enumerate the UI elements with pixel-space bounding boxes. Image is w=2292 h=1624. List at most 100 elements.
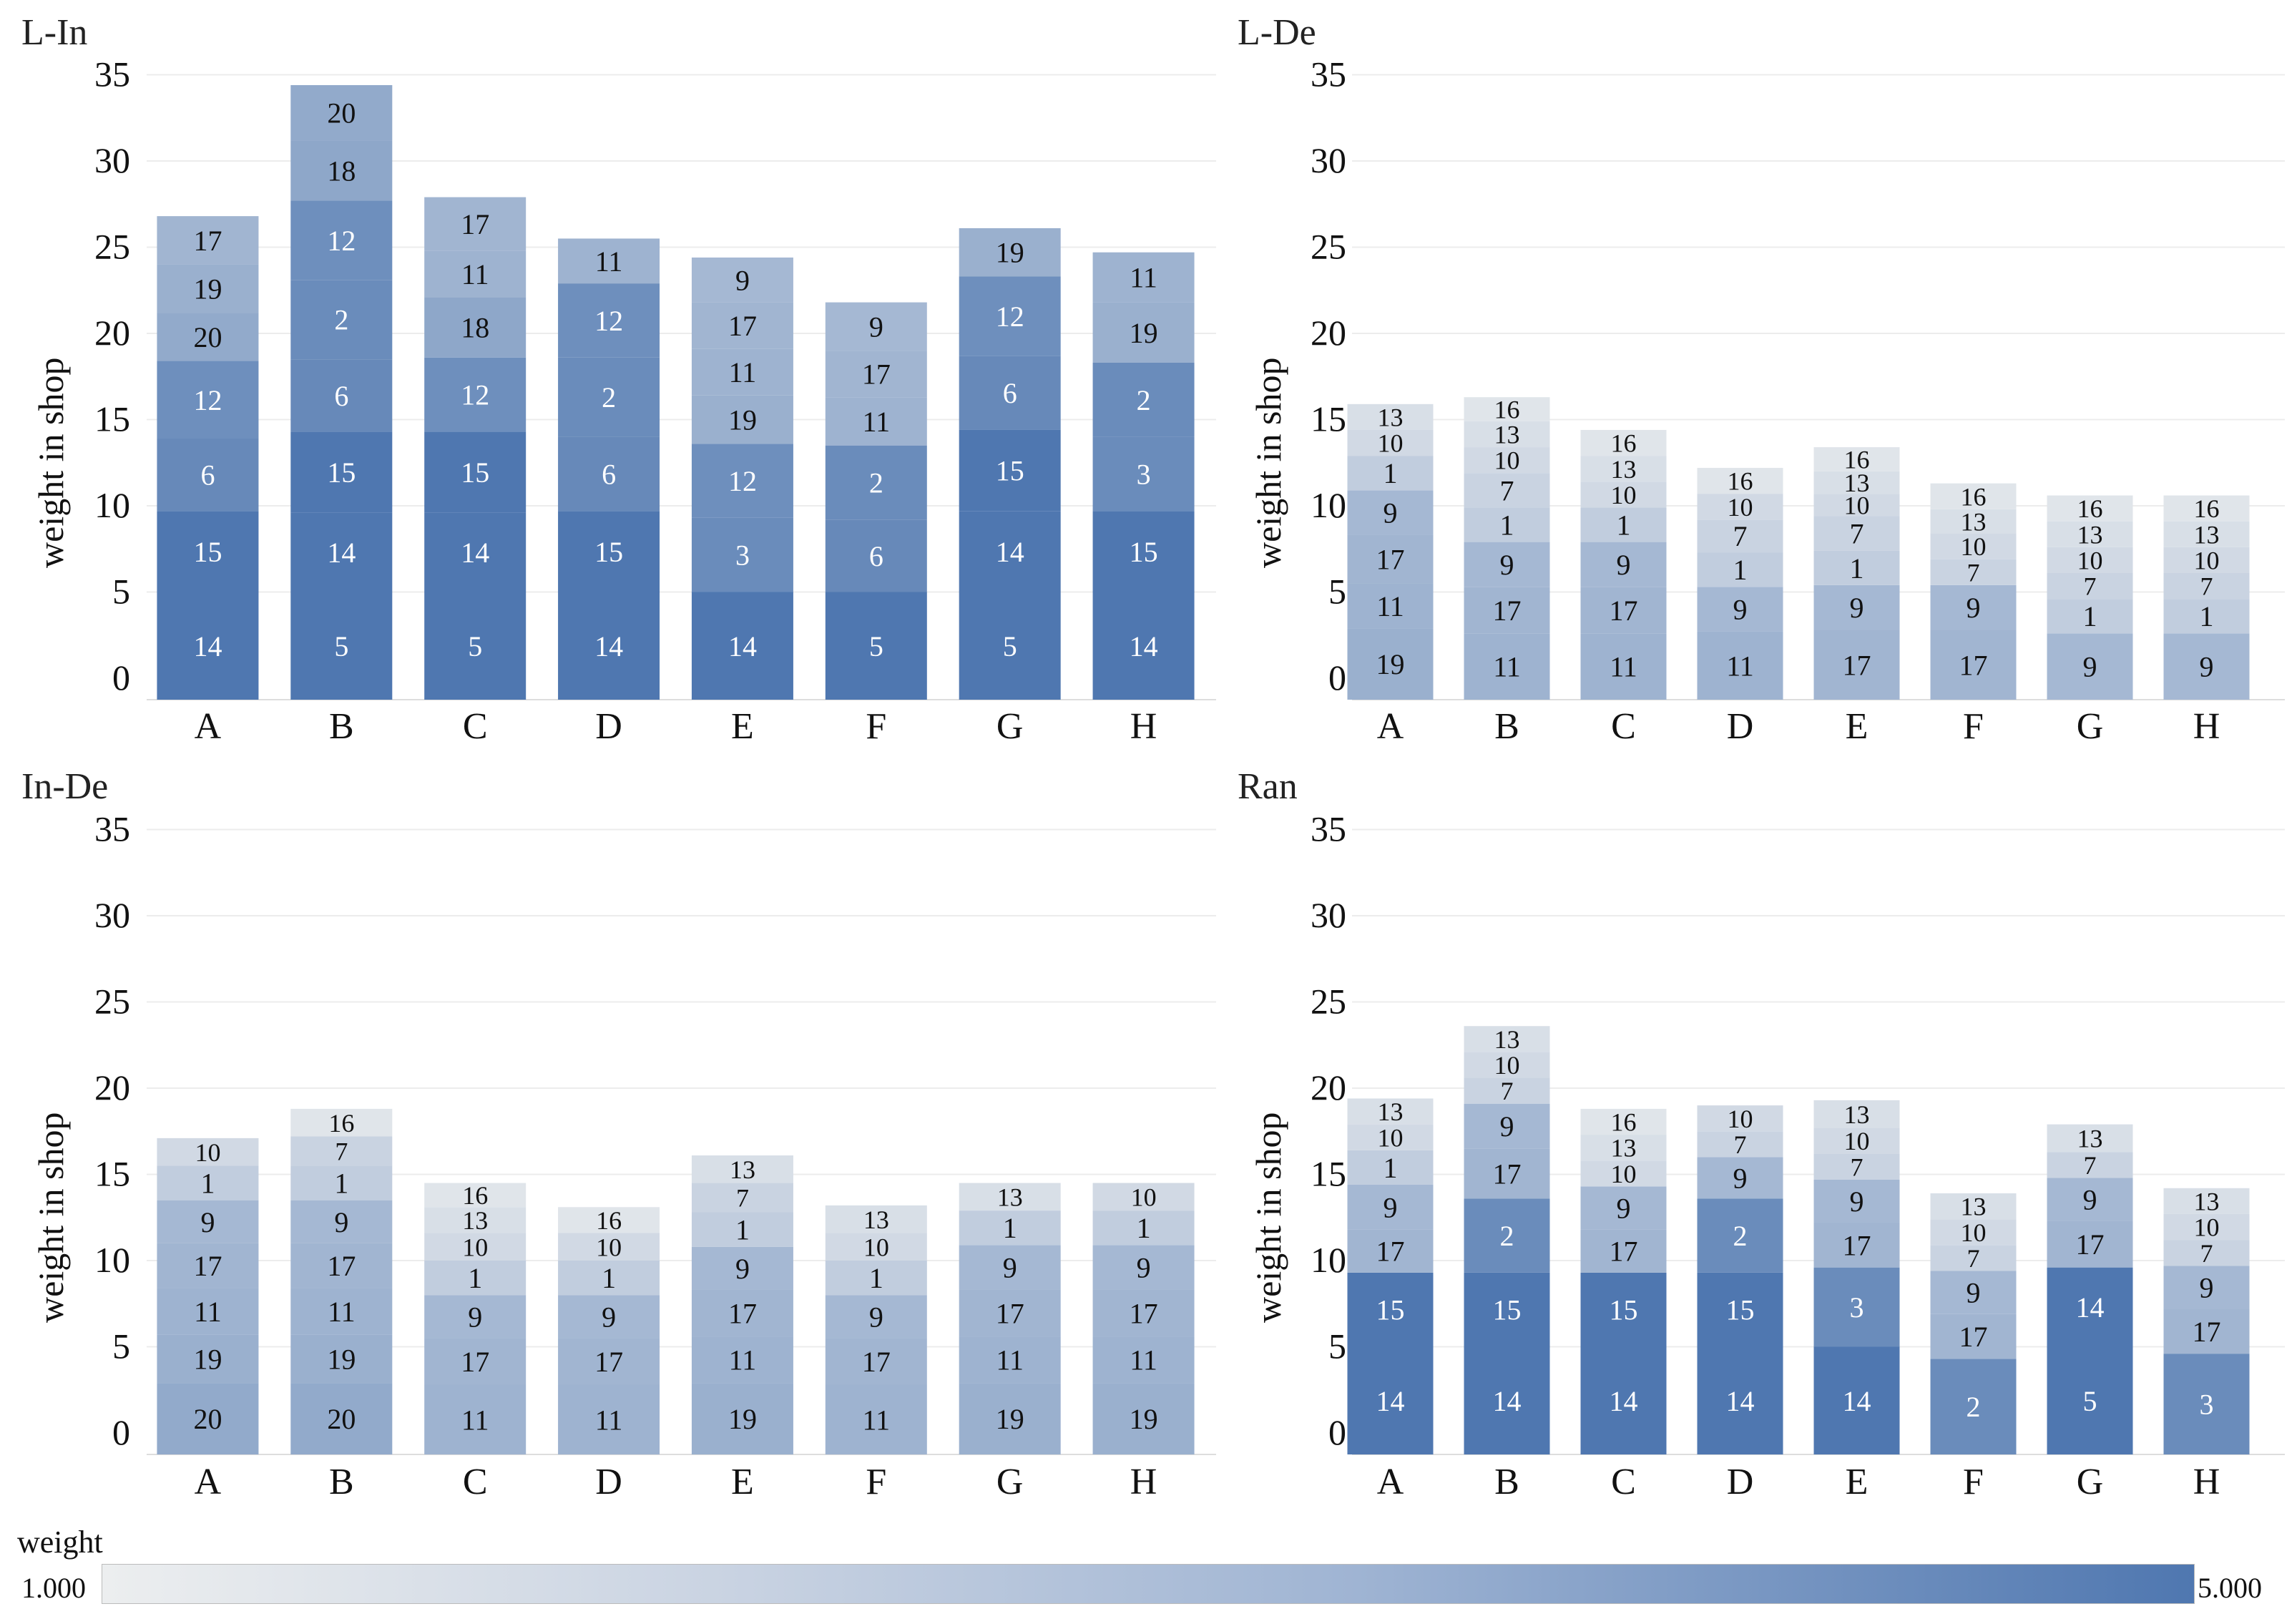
bar-segment — [1813, 630, 1900, 700]
y-tick-label: 15 — [1311, 399, 1346, 439]
bar-segment — [1464, 1198, 1550, 1273]
bar-segment-label: 20 — [327, 97, 356, 129]
bar-segment — [1813, 471, 1900, 494]
bar-segment-label: 7 — [335, 1138, 348, 1166]
bar-segment — [1580, 1272, 1667, 1347]
bar-segment — [1813, 1346, 1900, 1454]
bar-segment-label: 9 — [1137, 1252, 1151, 1284]
bar-segment-label: 1 — [602, 1262, 616, 1294]
bar-segment — [1697, 587, 1783, 632]
bar-segment-label: 17 — [2076, 1228, 2105, 1261]
bar-segment — [1580, 1346, 1667, 1454]
bar-segment-label: 16 — [1611, 1108, 1637, 1137]
bar-segment-label: 7 — [1734, 1130, 1747, 1159]
y-tick-label: 25 — [94, 982, 130, 1022]
bar-segment-label: 17 — [1493, 595, 1522, 627]
bar-segment-label: 9 — [1967, 592, 1981, 624]
bar-segment — [1092, 436, 1195, 512]
bar-segment-label: 16 — [2194, 494, 2220, 523]
bar-segment — [1464, 542, 1550, 587]
bar-segment — [558, 1295, 660, 1339]
y-tick-label: 5 — [112, 572, 130, 612]
bar-segment — [424, 1295, 527, 1339]
bar-segment — [1347, 1124, 1434, 1150]
y-tick-label: 20 — [1311, 313, 1346, 353]
bar-segment — [825, 351, 927, 398]
bar-segment-label: 10 — [2077, 547, 2103, 575]
bar-segment — [691, 1383, 793, 1454]
bar-segment — [2047, 1152, 2133, 1178]
panel-title: Ran — [1238, 766, 1298, 807]
bar-segment — [1092, 1289, 1195, 1337]
bar-segment — [691, 592, 793, 700]
bar-segment-label: 17 — [2193, 1316, 2221, 1348]
bar-segment — [1347, 1229, 1434, 1273]
bar-segment — [290, 280, 393, 360]
bar-segment — [290, 1108, 393, 1137]
bar-segment-label: 1 — [2083, 600, 2097, 632]
bar-segment — [959, 356, 1061, 430]
bar-segment — [1697, 494, 1783, 520]
bar-segment-label: 9 — [1383, 1191, 1398, 1223]
bar-segment — [1697, 1131, 1783, 1158]
bar-segment-label: 3 — [1850, 1291, 1864, 1324]
bar-segment-label: 19 — [996, 237, 1024, 269]
y-tick-label: 5 — [112, 1326, 130, 1366]
bar-segment-label: 16 — [462, 1181, 488, 1210]
x-tick-label: B — [329, 706, 354, 747]
bar-segment — [1464, 633, 1550, 700]
bar-segment-label: 3 — [2200, 1389, 2214, 1421]
bar-segment-label: 10 — [1844, 1127, 1870, 1155]
bar-segment-label: 1 — [1383, 1152, 1398, 1184]
bar-segment — [290, 1243, 393, 1288]
bar-segment — [2163, 1240, 2250, 1266]
bar-segment-label: 9 — [1733, 1162, 1748, 1194]
y-axis-label: weight in shop — [1248, 1112, 1288, 1323]
bar-segment — [558, 1207, 660, 1233]
bar-segment-label: 11 — [729, 1344, 757, 1376]
bar-segment — [2047, 547, 2133, 573]
bar-segment-label: 11 — [729, 356, 757, 388]
bar-segment — [691, 302, 793, 349]
bar-segment — [1813, 1127, 1900, 1154]
bar-segment — [2047, 521, 2133, 547]
x-tick-label: B — [1494, 706, 1519, 747]
bar-segment — [1580, 1229, 1667, 1273]
bar-segment-label: 3 — [735, 539, 750, 572]
bar-segment-label: 13 — [2077, 520, 2103, 549]
bar-segment-label: 12 — [594, 305, 623, 337]
bar-segment-label: 10 — [2194, 547, 2220, 575]
legend-min-label: 1.000 — [21, 1572, 86, 1604]
bar-segment-label: 11 — [595, 245, 623, 278]
bar-segment-label: 18 — [327, 155, 356, 187]
bar-segment-label: 17 — [1843, 649, 1871, 681]
bar-segment-label: 10 — [2194, 1213, 2220, 1242]
bar-segment — [424, 357, 527, 432]
bar-segment-label: 14 — [1130, 630, 1158, 662]
bar-segment-label: 19 — [1376, 648, 1405, 680]
bar-segment-label: 9 — [869, 1301, 883, 1333]
y-tick-label: 20 — [94, 313, 130, 353]
bar-segment — [2163, 547, 2250, 573]
bar-segment — [1347, 429, 1434, 456]
bar-segment-label: 19 — [728, 1403, 757, 1435]
bar-segment — [1347, 628, 1434, 700]
bar-segment — [1464, 1272, 1550, 1347]
bar-segment-label: 9 — [2200, 1271, 2214, 1303]
bar-segment — [959, 1245, 1061, 1290]
bar-segment — [157, 439, 259, 512]
bar-segment-label: 12 — [193, 384, 222, 416]
panel-title: L-De — [1238, 12, 1316, 53]
bar-segment-label: 10 — [462, 1233, 488, 1261]
bar-segment — [959, 228, 1061, 277]
bar-segment — [1580, 587, 1667, 634]
bar-segment-label: 19 — [728, 404, 757, 436]
bar-segment-label: 9 — [2083, 1183, 2097, 1215]
bar-segment-label: 6 — [200, 459, 215, 491]
bar-segment-label: 9 — [1003, 1252, 1017, 1284]
bar-segment-label: 14 — [1843, 1385, 1871, 1417]
y-tick-label: 5 — [1328, 572, 1346, 612]
y-tick-label: 30 — [1311, 140, 1346, 180]
bar-segment-label: 17 — [461, 208, 489, 240]
